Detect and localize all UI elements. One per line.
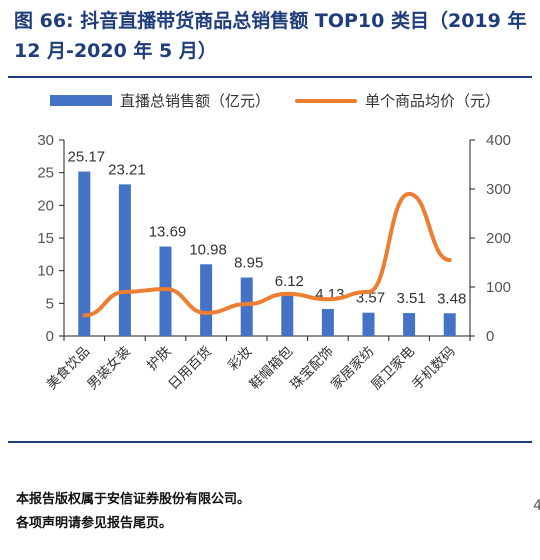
page-number: 4 xyxy=(533,498,540,514)
bar-value-label: 23.21 xyxy=(108,161,146,178)
chart-area: 051015202530010020030040025.1723.2113.69… xyxy=(37,132,511,393)
bottom-divider xyxy=(8,441,532,443)
title-divider xyxy=(8,76,532,78)
bar-value-label: 6.12 xyxy=(275,273,304,290)
bar xyxy=(118,184,131,336)
y-left-tick-label: 10 xyxy=(37,263,54,280)
bar-value-label: 3.51 xyxy=(396,290,425,307)
bar-value-label: 8.95 xyxy=(234,255,263,272)
y-left-tick-label: 25 xyxy=(37,165,54,182)
y-right-tick-label: 300 xyxy=(486,181,511,198)
line-series-avg-price xyxy=(82,191,452,318)
y-right-tick-label: 100 xyxy=(486,279,511,296)
y-left-tick-label: 5 xyxy=(46,295,54,312)
x-category-label: 男装女装 xyxy=(84,343,134,393)
bar xyxy=(443,313,456,336)
bar xyxy=(159,246,172,336)
legend-label-bar: 直播总销售额（亿元） xyxy=(120,92,271,110)
y-left-tick-label: 20 xyxy=(37,197,54,214)
y-right-tick-label: 0 xyxy=(486,328,494,345)
bar xyxy=(362,312,375,336)
y-left-tick-label: 15 xyxy=(37,230,54,247)
bar-value-label: 10.98 xyxy=(189,241,227,258)
chart-legend: 直播总销售额（亿元） 单个商品均价（元） xyxy=(50,90,520,112)
bar xyxy=(403,313,416,336)
legend-label-line: 单个商品均价（元） xyxy=(365,92,501,110)
bar-value-label: 3.48 xyxy=(437,290,466,307)
x-category-label: 鞋帽箱包 xyxy=(247,344,296,393)
footer-notice: 本报告版权属于安信证券股份有限公司。 各项声明请参见报告尾页。 xyxy=(16,488,250,536)
legend-item-bar: 直播总销售额（亿元） xyxy=(50,90,270,111)
bar-value-label: 13.69 xyxy=(149,224,187,241)
bar xyxy=(281,296,294,336)
bar xyxy=(240,277,253,336)
footer-copyright: 本报告版权属于安信证券股份有限公司。 xyxy=(16,492,251,507)
y-right-tick-label: 200 xyxy=(486,230,511,247)
x-category-label: 家居家纺 xyxy=(327,343,377,393)
x-category-label: 手机数码 xyxy=(409,344,458,393)
legend-item-line: 单个商品均价（元） xyxy=(295,90,500,111)
x-category-label: 珠宝配饰 xyxy=(287,344,336,393)
legend-swatch-line xyxy=(295,98,357,103)
y-left-tick-label: 0 xyxy=(46,328,54,345)
footer-disclaimer: 各项声明请参见报告尾页。 xyxy=(16,516,173,531)
x-category-label: 彩妆 xyxy=(225,344,255,374)
legend-swatch-bar xyxy=(50,95,112,106)
y-left-tick-label: 30 xyxy=(37,132,54,149)
x-category-label: 护肤 xyxy=(144,343,175,374)
y-right-tick-label: 400 xyxy=(486,132,511,149)
bar xyxy=(321,309,334,336)
page-title: 图 66: 抖音直播带货商品总销售额 TOP10 类目（2019 年 12 月-… xyxy=(14,10,527,62)
bar-value-label: 25.17 xyxy=(68,149,106,166)
x-category-label: 日用百货 xyxy=(165,343,215,393)
x-category-label: 厨卫家电 xyxy=(368,343,418,393)
bar xyxy=(78,171,91,336)
bar xyxy=(200,264,213,336)
x-category-label: 美食饮品 xyxy=(43,343,93,393)
